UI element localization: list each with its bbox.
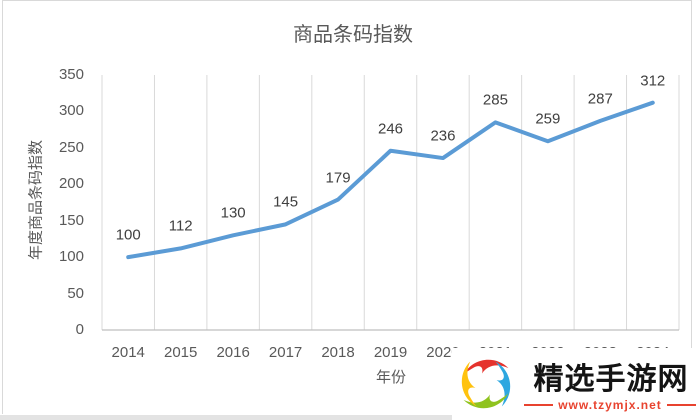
y-axis-tick-label: 200 [58, 175, 84, 193]
x-axis-tick-label: 2015 [163, 344, 198, 361]
chart-title: 商品条码指数 [293, 24, 413, 46]
y-axis-tick-label: 250 [58, 138, 84, 156]
watermark-left-dash [524, 404, 554, 406]
watermark-url-row: www.tzymjx.net [524, 398, 697, 412]
data-point-label: 246 [377, 120, 404, 138]
y-axis-tick-label: 50 [67, 284, 84, 302]
watermark-right-dash [666, 404, 697, 406]
x-axis-tick-label: 2020 [426, 344, 460, 361]
y-axis-tick-label: 0 [75, 321, 84, 338]
data-point-label: 145 [273, 193, 299, 211]
pinwheel-logo-icon [461, 359, 511, 409]
x-axis-tick-label: 2017 [268, 344, 303, 361]
site-watermark: 精选手游网 www.tzymjx.net [452, 348, 700, 420]
data-point-label: 100 [115, 226, 141, 244]
data-point-label: 285 [482, 91, 508, 109]
data-point-label: 287 [587, 90, 613, 108]
y-axis-tick-label: 100 [58, 248, 84, 266]
page-bottom-strip [0, 415, 700, 420]
data-point-label: 259 [535, 110, 561, 128]
x-axis-tick-label: 2018 [321, 344, 355, 361]
y-axis-title: 年度商品条码指数 [27, 139, 45, 261]
y-axis-tick-label: 350 [58, 66, 84, 83]
data-point-label: 130 [220, 204, 246, 222]
watermark-site-name: 精选手游网 [533, 363, 689, 396]
watermark-url: www.tzymjx.net [558, 398, 662, 412]
x-axis-title: 年份 [375, 369, 407, 386]
y-axis-tick-label: 150 [58, 211, 84, 229]
x-axis-tick-label: 2019 [373, 344, 408, 361]
series-line [126, 100, 655, 260]
x-axis-tick-label: 2014 [111, 344, 145, 361]
data-point-label: 236 [430, 127, 456, 145]
data-point-label: 312 [640, 72, 666, 90]
pinwheel-blade [461, 361, 477, 407]
data-point-label: 179 [325, 169, 351, 187]
data-point-label: 112 [168, 217, 193, 235]
y-axis-tick-label: 300 [58, 102, 84, 120]
x-axis-tick-label: 2016 [216, 344, 250, 361]
